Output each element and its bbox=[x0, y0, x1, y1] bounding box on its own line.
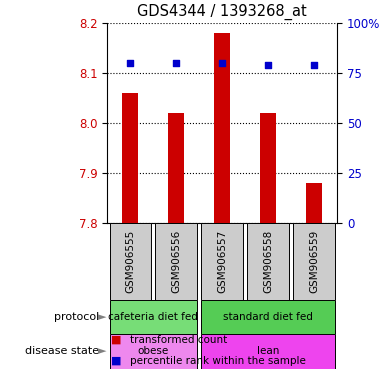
Text: disease state: disease state bbox=[25, 346, 100, 356]
Bar bbox=[201, 334, 335, 369]
Text: ►: ► bbox=[98, 312, 106, 322]
Text: standard diet fed: standard diet fed bbox=[223, 312, 313, 322]
Text: GSM906555: GSM906555 bbox=[125, 230, 135, 293]
Bar bbox=[201, 300, 335, 334]
Text: GSM906557: GSM906557 bbox=[217, 230, 227, 293]
Text: GSM906559: GSM906559 bbox=[309, 230, 319, 293]
Text: GSM906556: GSM906556 bbox=[171, 230, 181, 293]
Text: obese: obese bbox=[137, 346, 169, 356]
Bar bbox=[247, 223, 289, 300]
Bar bbox=[110, 223, 151, 300]
Point bbox=[219, 60, 225, 66]
Text: ►: ► bbox=[98, 346, 106, 356]
Text: GSM906558: GSM906558 bbox=[263, 230, 273, 293]
Bar bbox=[260, 113, 276, 223]
Text: ■: ■ bbox=[111, 356, 121, 366]
Bar bbox=[306, 183, 322, 223]
Bar bbox=[122, 93, 138, 223]
Title: GDS4344 / 1393268_at: GDS4344 / 1393268_at bbox=[137, 4, 307, 20]
Text: lean: lean bbox=[257, 346, 279, 356]
Bar bbox=[155, 223, 197, 300]
Bar bbox=[201, 223, 243, 300]
Bar bbox=[110, 300, 197, 334]
Bar bbox=[168, 113, 184, 223]
Text: cafeteria diet fed: cafeteria diet fed bbox=[108, 312, 198, 322]
Text: transformed count: transformed count bbox=[130, 335, 228, 345]
Bar bbox=[293, 223, 335, 300]
Point bbox=[173, 60, 179, 66]
Point bbox=[265, 62, 271, 68]
Point bbox=[311, 62, 317, 68]
Bar bbox=[110, 334, 197, 369]
Bar bbox=[214, 33, 230, 223]
Text: protocol: protocol bbox=[54, 312, 100, 322]
Point bbox=[127, 60, 133, 66]
Text: ■: ■ bbox=[111, 335, 121, 345]
Text: percentile rank within the sample: percentile rank within the sample bbox=[130, 356, 306, 366]
